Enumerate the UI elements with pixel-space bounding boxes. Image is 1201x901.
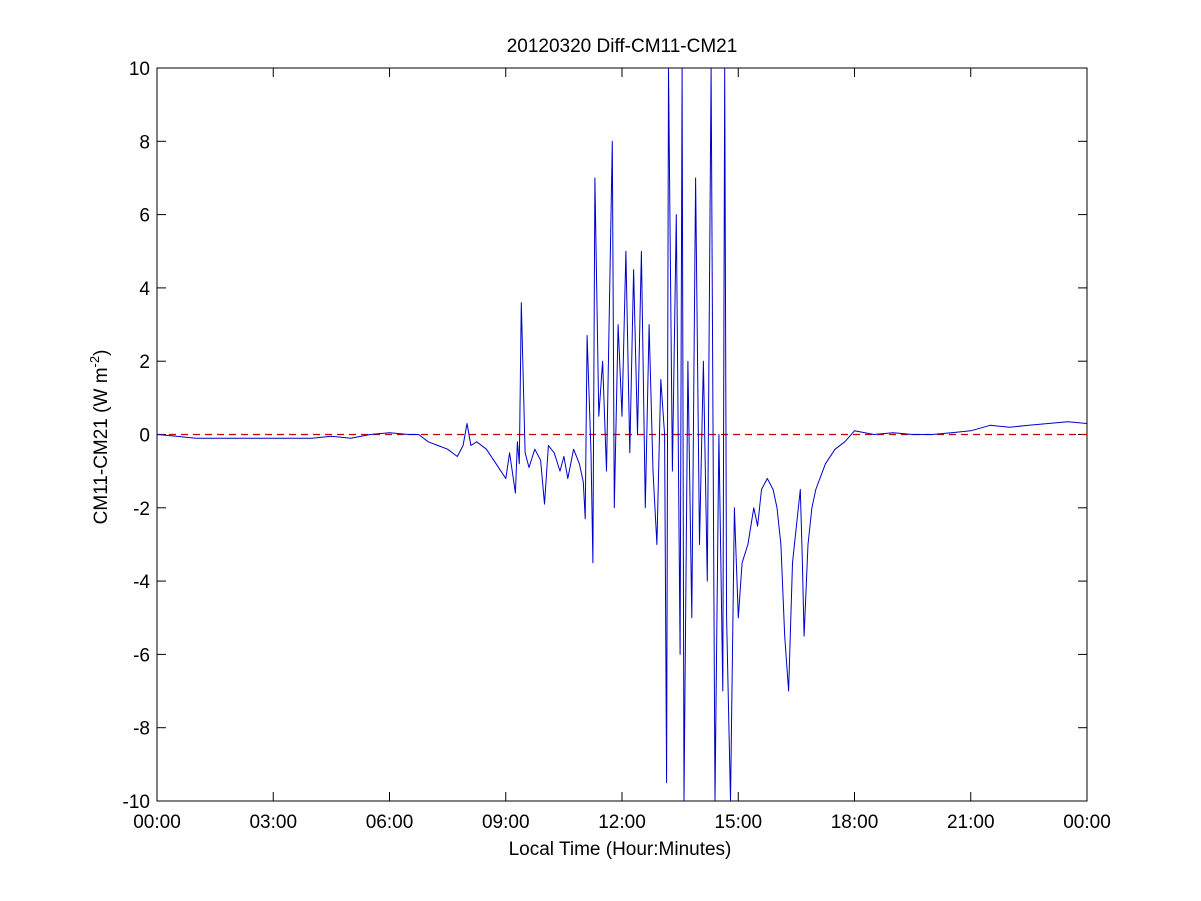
y-axis-label-main: CM11-CM21 (W m [91, 367, 112, 524]
x-axis-tick-labels: 00:00 03:00 06:00 09:00 12:00 15:00 18:00 21:00… [133, 812, 1111, 833]
y-axis-label-superscript: -2 [87, 356, 102, 368]
axes-box [156, 67, 1088, 802]
y-tick-label: -4 [133, 572, 150, 593]
series-layer [157, 68, 1087, 801]
x-tick-label: 09:00 [482, 812, 530, 833]
x-tick-label: 15:00 [714, 812, 762, 833]
y-tick-label: 4 [139, 279, 150, 300]
y-tick-label: -2 [133, 499, 150, 520]
x-tick-label: 12:00 [598, 812, 646, 833]
x-axis-label: Local Time (Hour:Minutes) [509, 839, 732, 860]
y-tick-label: 6 [139, 206, 150, 227]
y-tick-label: -10 [123, 792, 150, 813]
y-tick-label: 2 [139, 352, 150, 373]
x-tick-label: 21:00 [947, 812, 995, 833]
series-line-0 [157, 68, 1087, 801]
y-tick-label: 0 [139, 426, 150, 447]
x-tick-label: 18:00 [831, 812, 879, 833]
y-tick-label: 8 [139, 132, 150, 153]
x-tick-label: 00:00 [133, 812, 181, 833]
y-tick-label: -8 [133, 719, 150, 740]
y-tick-label: -6 [133, 645, 150, 666]
x-tick-label: 00:00 [1063, 812, 1111, 833]
x-tick-label: 06:00 [366, 812, 414, 833]
x-axis-ticks [156, 68, 1088, 801]
y-axis-label-close: ) [91, 350, 112, 356]
y-axis-tick-labels: -10 -8 -6 -4 -2 0 2 4 6 8 10 [123, 59, 151, 813]
chart-title: 20120320 Diff-CM11-CM21 [507, 36, 738, 57]
x-tick-label: 03:00 [249, 812, 297, 833]
y-axis-label: CM11-CM21 (W m-2) [87, 350, 112, 525]
y-axis-ticks [157, 67, 1087, 802]
y-tick-label: 10 [129, 59, 150, 80]
